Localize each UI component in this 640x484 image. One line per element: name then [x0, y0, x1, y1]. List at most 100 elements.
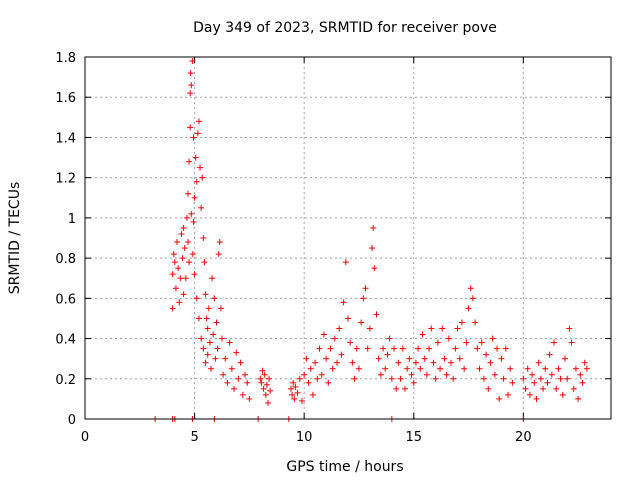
y-tick-label: 1	[68, 212, 76, 227]
chart-title: Day 349 of 2023, SRMTID for receiver pov…	[193, 20, 497, 36]
data-point	[231, 385, 238, 392]
data-point	[487, 359, 494, 366]
data-point	[480, 375, 487, 382]
data-point	[197, 164, 204, 171]
data-point	[524, 365, 531, 372]
data-point	[393, 385, 400, 392]
data-point	[415, 345, 422, 352]
data-point	[544, 379, 551, 386]
data-point	[461, 365, 468, 372]
data-point	[338, 351, 345, 358]
data-point	[301, 371, 308, 378]
data-point	[555, 365, 562, 372]
data-point	[169, 271, 176, 278]
data-point	[190, 134, 197, 141]
data-point	[208, 365, 215, 372]
data-point	[577, 371, 584, 378]
data-point	[522, 385, 529, 392]
data-point	[458, 319, 465, 326]
data-point	[228, 365, 235, 372]
data-point	[191, 271, 198, 278]
data-point	[349, 359, 356, 366]
data-point	[428, 325, 435, 332]
data-point	[489, 335, 496, 342]
data-point	[373, 311, 380, 318]
data-point	[267, 387, 274, 394]
data-point	[377, 371, 384, 378]
y-tick-label: 0.2	[55, 373, 76, 388]
data-point	[391, 345, 398, 352]
data-point	[491, 371, 498, 378]
data-point	[259, 367, 266, 374]
data-point	[336, 325, 343, 332]
data-point	[450, 375, 457, 382]
data-point	[224, 379, 231, 386]
data-point	[362, 285, 369, 292]
data-point	[504, 391, 511, 398]
data-point	[220, 371, 227, 378]
data-point	[410, 379, 417, 386]
data-point	[380, 345, 387, 352]
data-point	[314, 375, 321, 382]
data-point	[266, 375, 273, 382]
y-tick-label: 0.6	[55, 292, 76, 307]
data-point	[568, 339, 575, 346]
data-point	[186, 158, 193, 165]
data-point	[526, 391, 533, 398]
data-point	[540, 385, 547, 392]
x-axis-label: GPS time / hours	[286, 459, 403, 475]
data-point	[244, 379, 251, 386]
data-point	[202, 291, 209, 298]
data-point	[421, 355, 428, 362]
data-point	[423, 371, 430, 378]
data-point	[342, 259, 349, 266]
data-point	[193, 178, 200, 185]
data-point	[265, 399, 272, 406]
x-tick-label: 5	[190, 430, 198, 445]
data-point	[199, 174, 206, 181]
data-point	[334, 359, 341, 366]
y-tick-label: 0.4	[55, 333, 76, 348]
data-point	[483, 351, 490, 358]
plot-frame	[84, 56, 612, 420]
data-point	[441, 355, 448, 362]
data-point	[384, 351, 391, 358]
data-point	[235, 375, 242, 382]
data-point	[294, 389, 301, 396]
data-point	[340, 299, 347, 306]
data-point	[399, 345, 406, 352]
data-point	[303, 355, 310, 362]
data-point	[382, 365, 389, 372]
data-point	[191, 194, 198, 201]
data-point	[412, 359, 419, 366]
data-point	[366, 325, 373, 332]
data-point	[204, 351, 211, 358]
data-point	[351, 375, 358, 382]
data-point	[370, 224, 377, 231]
data-point	[575, 395, 582, 402]
data-point	[217, 305, 224, 312]
y-tick-label: 1.2	[55, 172, 76, 187]
data-point	[216, 239, 223, 246]
data-point	[386, 335, 393, 342]
data-point	[213, 319, 220, 326]
data-point	[320, 331, 327, 338]
data-point	[187, 70, 194, 77]
data-point	[494, 345, 501, 352]
data-point	[566, 325, 573, 332]
data-point	[233, 349, 240, 356]
data-point	[289, 391, 296, 398]
data-point	[535, 359, 542, 366]
data-point	[179, 255, 186, 262]
data-point	[448, 359, 455, 366]
data-point	[189, 58, 196, 65]
y-tick-label: 1.8	[55, 51, 76, 66]
data-point	[502, 345, 509, 352]
data-point	[546, 351, 553, 358]
data-point	[190, 218, 197, 225]
data-point	[581, 359, 588, 366]
data-point	[214, 345, 221, 352]
data-point	[298, 397, 305, 404]
data-point	[239, 391, 246, 398]
